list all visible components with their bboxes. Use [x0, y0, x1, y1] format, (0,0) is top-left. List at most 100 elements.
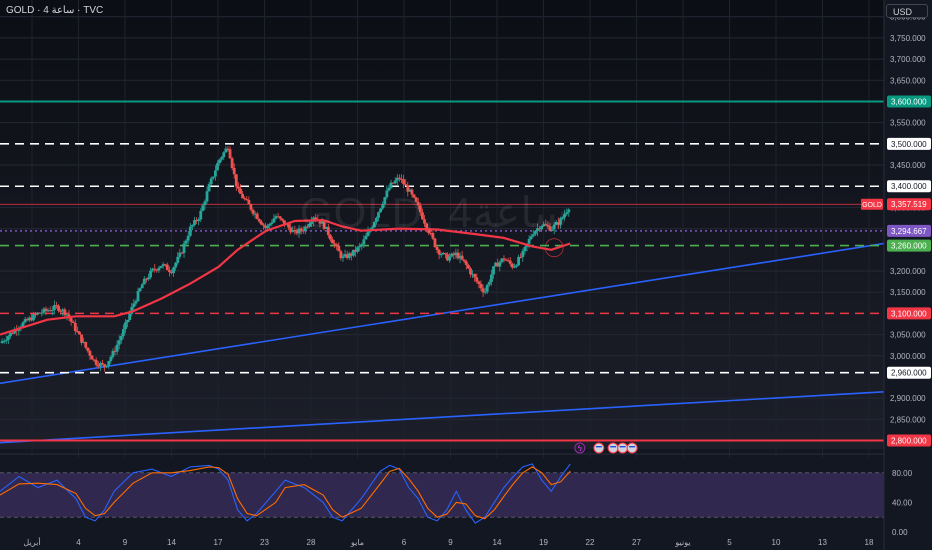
candle-body-199: [416, 201, 420, 206]
candle-body-188: [393, 180, 397, 184]
level-label-6: 3,100.000: [891, 309, 927, 318]
candle-body-236: [494, 262, 498, 267]
candle-body-148: [310, 221, 313, 224]
candle-body-6: [13, 329, 17, 334]
flag-icon-stripe-2: [610, 446, 617, 448]
candle-body-169: [354, 249, 357, 252]
candle-body-212: [444, 253, 447, 255]
candle-body-229: [479, 283, 483, 289]
candle-body-197: [412, 194, 416, 198]
candle-body-256: [536, 228, 539, 232]
candle-body-17: [36, 312, 40, 315]
candle-body-115: [241, 193, 244, 199]
candle-body-139: [291, 229, 295, 233]
candle-body-13: [27, 317, 31, 321]
candle-body-155: [324, 226, 328, 229]
candle-body-202: [423, 219, 426, 224]
candle-body-240: [502, 258, 506, 260]
candle-body-77: [161, 264, 165, 267]
candle-body-150: [314, 217, 318, 220]
candle-body-114: [239, 188, 242, 194]
candle-body-100: [209, 178, 213, 185]
candle-body-262: [548, 226, 552, 231]
candle-body-52: [109, 356, 113, 361]
candle-body-93: [195, 220, 198, 222]
candle-body-16: [34, 314, 37, 316]
candle-body-101: [211, 176, 215, 179]
candle-body-35: [73, 322, 77, 332]
candle-body-208: [435, 246, 439, 250]
candle-body-55: [115, 344, 119, 352]
candle-body-42: [88, 350, 92, 356]
candle-body-141: [295, 230, 299, 234]
candle-body-223: [467, 265, 470, 269]
candle-body-102: [213, 170, 217, 177]
candle-body-12: [25, 319, 29, 321]
trendline-1: [0, 390, 885, 444]
candle-body-123: [257, 219, 261, 222]
candle-body-23: [48, 310, 52, 312]
candle-body-49: [103, 364, 106, 368]
candle-body-209: [437, 249, 441, 255]
level-label-8: 2,800.000: [891, 437, 927, 446]
flag-icon-stripe-1: [595, 446, 602, 448]
candle-body-165: [345, 254, 349, 259]
candle-body-207: [433, 238, 437, 247]
candle-body-237: [496, 262, 500, 267]
candle-body-175: [366, 231, 370, 236]
candle-body-33: [69, 318, 73, 322]
candle-body-4: [9, 332, 12, 337]
x-tick-label-7: مايو: [350, 538, 364, 547]
candle-body-250: [523, 246, 527, 252]
candle-body-34: [71, 321, 75, 323]
currency-button[interactable]: USD: [886, 4, 928, 18]
candle-body-248: [519, 256, 523, 258]
moving-average-line: [0, 219, 571, 336]
candle-body-194: [406, 185, 410, 192]
candle-body-145: [303, 226, 307, 232]
candle-body-187: [391, 182, 395, 184]
candle-body-90: [188, 226, 192, 236]
candle-body-85: [178, 252, 182, 257]
level-label-bg-6: [887, 307, 931, 320]
candle-body-57: [119, 335, 123, 341]
candle-body-64: [134, 301, 138, 304]
candle-body-87: [182, 243, 186, 253]
x-tick-label-1: 4: [76, 538, 81, 547]
candle-body-239: [500, 258, 504, 263]
candle-body-125: [262, 224, 265, 226]
last-price-tag: GOLD: [862, 202, 882, 209]
candle-body-37: [78, 331, 81, 335]
x-tick-label-16: 10: [772, 538, 781, 547]
candle-body-216: [452, 253, 456, 256]
candle-body-113: [236, 186, 240, 189]
x-tick-label-15: 5: [727, 538, 732, 547]
x-tick-label-9: 9: [448, 538, 453, 547]
candle-body-259: [542, 224, 546, 227]
candle-body-71: [149, 270, 152, 278]
candle-body-203: [425, 223, 429, 230]
candle-body-178: [372, 222, 376, 228]
candle-body-44: [92, 359, 96, 361]
candle-body-27: [57, 305, 60, 311]
rsi-tick-label-0: 80.00: [892, 469, 913, 478]
candle-body-31: [65, 314, 69, 316]
candle-body-230: [481, 288, 485, 293]
candle-body-167: [349, 253, 353, 256]
candle-body-181: [379, 208, 382, 213]
candle-body-121: [253, 213, 257, 215]
candle-body-48: [101, 363, 104, 365]
y-tick-label-13: 2,850.000: [890, 415, 926, 424]
candle-body-258: [540, 226, 544, 230]
y-tick-label-9: 3,150.000: [890, 288, 926, 297]
level-label-0: 3,600.000: [891, 97, 927, 106]
candle-body-59: [124, 322, 127, 330]
flag-icon-stripe-4: [629, 446, 636, 448]
candle-body-95: [199, 210, 203, 220]
candle-body-45: [94, 359, 98, 365]
candle-body-260: [544, 224, 548, 226]
candle-body-106: [222, 152, 226, 158]
candle-body-252: [527, 238, 531, 244]
level-label-bg-1: [887, 137, 931, 150]
